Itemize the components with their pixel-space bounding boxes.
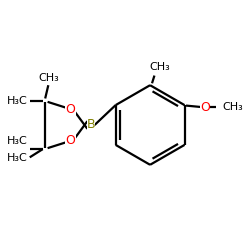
Text: H₃C: H₃C bbox=[6, 136, 27, 146]
Text: O: O bbox=[66, 134, 76, 147]
Text: B: B bbox=[87, 118, 95, 132]
Text: CH₃: CH₃ bbox=[222, 102, 243, 112]
Text: CH₃: CH₃ bbox=[149, 62, 170, 72]
Text: O: O bbox=[66, 103, 76, 116]
Text: O: O bbox=[200, 100, 210, 114]
Text: H₃C: H₃C bbox=[6, 96, 27, 106]
Text: H₃C: H₃C bbox=[6, 153, 27, 163]
Text: CH₃: CH₃ bbox=[38, 73, 59, 83]
